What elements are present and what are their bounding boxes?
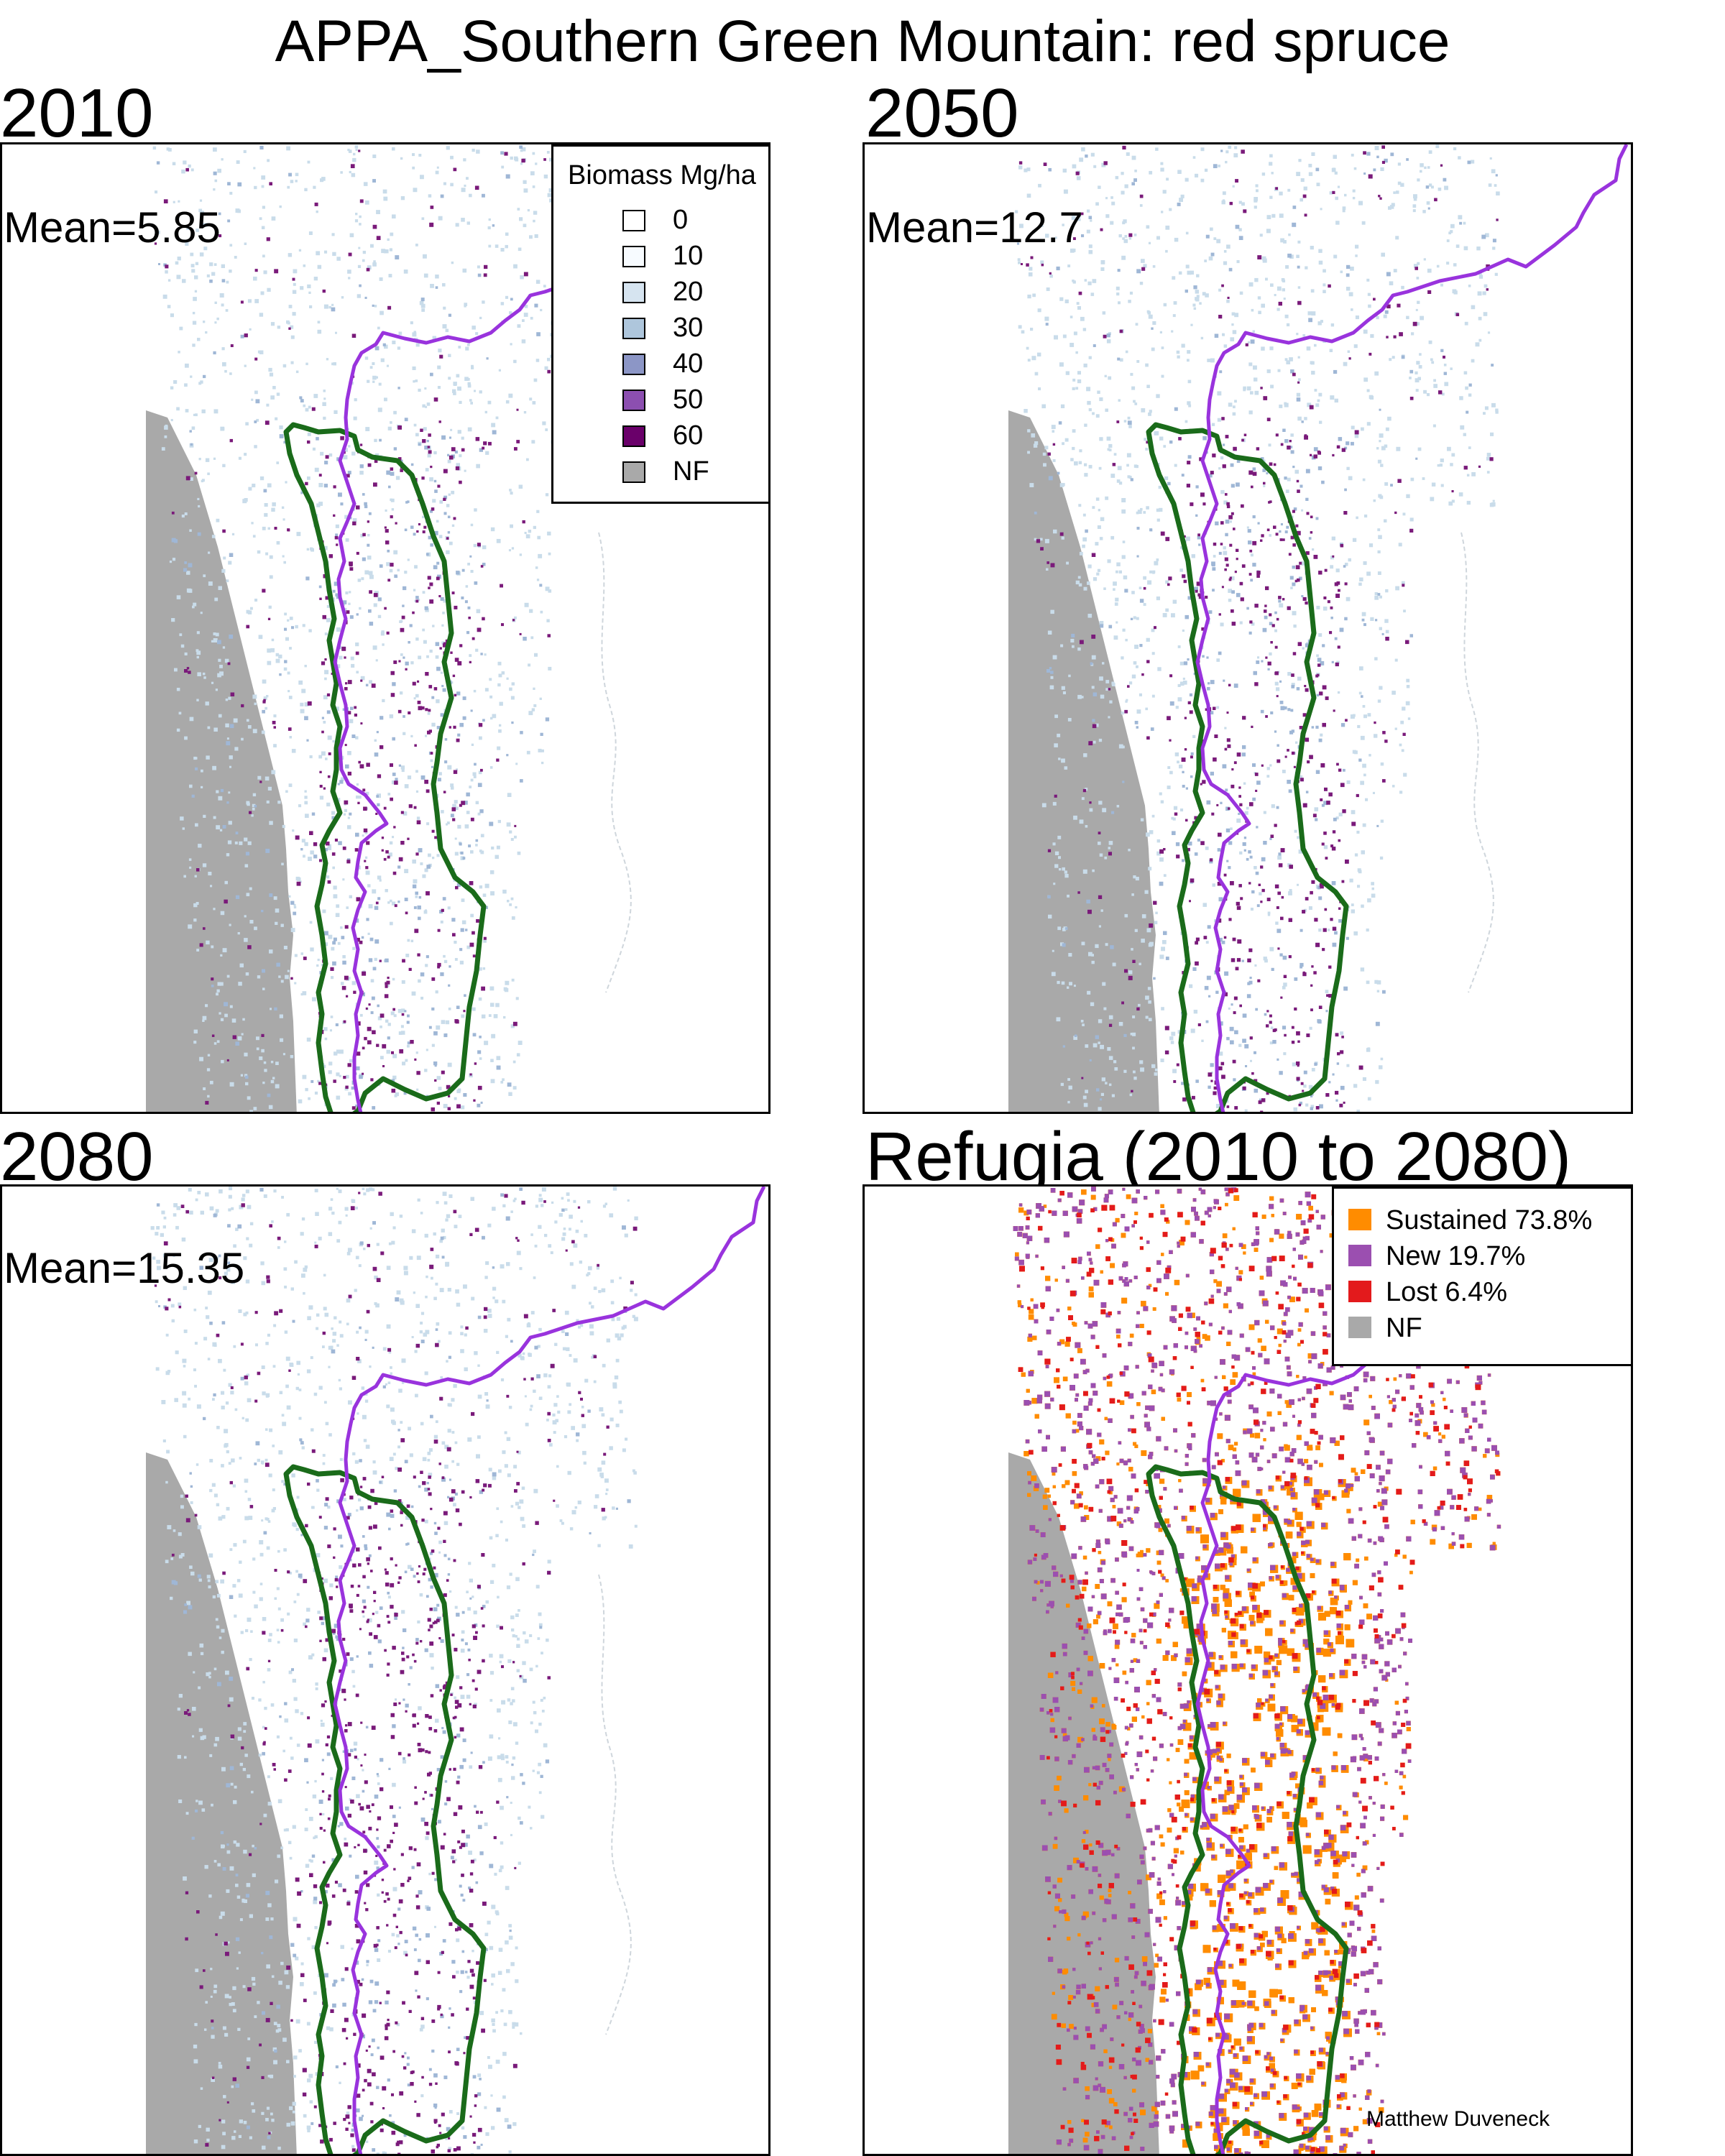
study-area-boundary xyxy=(1146,422,1349,1112)
legend-swatch xyxy=(1348,1209,1371,1230)
state-boundary-line xyxy=(1195,144,1629,1112)
biomass-legend-item: 10 xyxy=(553,239,768,273)
map-panel-2080: Mean=15.35 xyxy=(0,1184,770,2156)
legend-swatch xyxy=(622,318,645,339)
mean-value-2080: Mean=15.35 xyxy=(4,1244,245,1292)
legend-swatch xyxy=(622,210,645,231)
legend-swatch xyxy=(622,246,645,267)
legend-swatch xyxy=(622,390,645,411)
panel-label-refugia: Refugia (2010 to 2080) xyxy=(865,1118,1572,1195)
legend-swatch xyxy=(1348,1317,1371,1338)
biomass-legend-item: 60 xyxy=(553,418,768,453)
river-line xyxy=(598,1574,632,2035)
mean-value-2050: Mean=12.7 xyxy=(866,203,1083,252)
study-area-boundary xyxy=(283,422,487,1112)
river-line xyxy=(1460,532,1494,993)
legend-label: NF xyxy=(673,456,709,487)
refugia-legend-item: Sustained 73.8% xyxy=(1334,1203,1631,1238)
legend-label: 40 xyxy=(673,349,704,379)
refugia-legend-item: NF xyxy=(1334,1311,1631,1345)
panel-label-2010: 2010 xyxy=(0,75,154,152)
map-2050 xyxy=(1008,144,1629,1112)
legend-label: 0 xyxy=(673,205,689,235)
river-line xyxy=(598,532,632,993)
biomass-legend-title: Biomass Mg/ha xyxy=(568,160,756,190)
legend-label: New 19.7% xyxy=(1386,1241,1526,1271)
legend-swatch xyxy=(622,461,645,483)
biomass-legend-item: 20 xyxy=(553,275,768,309)
biomass-legend-item: 40 xyxy=(553,346,768,381)
map-panel-refugia: Sustained 73.8% New 19.7% Lost 6.4% NF Matt… xyxy=(862,1184,1633,2156)
study-area-boundary xyxy=(283,1464,487,2154)
biomass-legend-item: 50 xyxy=(553,382,768,417)
legend-swatch xyxy=(1348,1281,1371,1302)
refugia-legend-item: Lost 6.4% xyxy=(1334,1275,1631,1309)
biomass-legend-item: 30 xyxy=(553,310,768,345)
map-panel-2050: Mean=12.7 xyxy=(862,142,1633,1114)
refugia-legend-item: New 19.7% xyxy=(1334,1239,1631,1273)
nonforest-region xyxy=(146,1452,297,2154)
legend-label: 20 xyxy=(673,277,704,307)
panel-label-2080: 2080 xyxy=(0,1118,154,1195)
panel-label-2050: 2050 xyxy=(865,75,1019,152)
high-biomass-cells xyxy=(154,1192,638,2154)
legend-label: Sustained 73.8% xyxy=(1386,1205,1593,1235)
legend-label: 30 xyxy=(673,313,704,343)
legend-label: NF xyxy=(1386,1313,1422,1343)
map-panel-2010: Mean=5.85 Biomass Mg/ha 0 10 20 30 40 50 60 NF … xyxy=(0,142,770,1114)
legend-swatch xyxy=(622,354,645,375)
state-boundary-line xyxy=(333,1187,766,2154)
legend-label: 60 xyxy=(673,420,704,451)
refugia-legend: Sustained 73.8% New 19.7% Lost 6.4% NF xyxy=(1332,1187,1631,1366)
study-area-boundary xyxy=(1146,1464,1349,2154)
legend-swatch xyxy=(622,282,645,303)
biomass-legend-item: 0 xyxy=(553,203,768,237)
author-credit: Matthew Duveneck xyxy=(1366,2107,1550,2131)
figure-title: APPA_Southern Green Mountain: red spruce xyxy=(275,9,1450,74)
biomass-legend-item: NF xyxy=(553,454,768,489)
nonforest-region xyxy=(1008,1452,1159,2154)
map-2080 xyxy=(146,1187,766,2154)
biomass-legend: Biomass Mg/ha 0 10 20 30 40 50 60 NF xyxy=(551,144,768,504)
legend-swatch xyxy=(1348,1245,1371,1266)
mean-value-2010: Mean=5.85 xyxy=(4,203,221,252)
legend-label: 10 xyxy=(673,241,704,271)
legend-label: 50 xyxy=(673,384,704,415)
legend-swatch xyxy=(622,425,645,447)
legend-label: Lost 6.4% xyxy=(1386,1277,1507,1307)
nonforest-region xyxy=(146,410,297,1112)
nonforest-region xyxy=(1008,410,1159,1112)
